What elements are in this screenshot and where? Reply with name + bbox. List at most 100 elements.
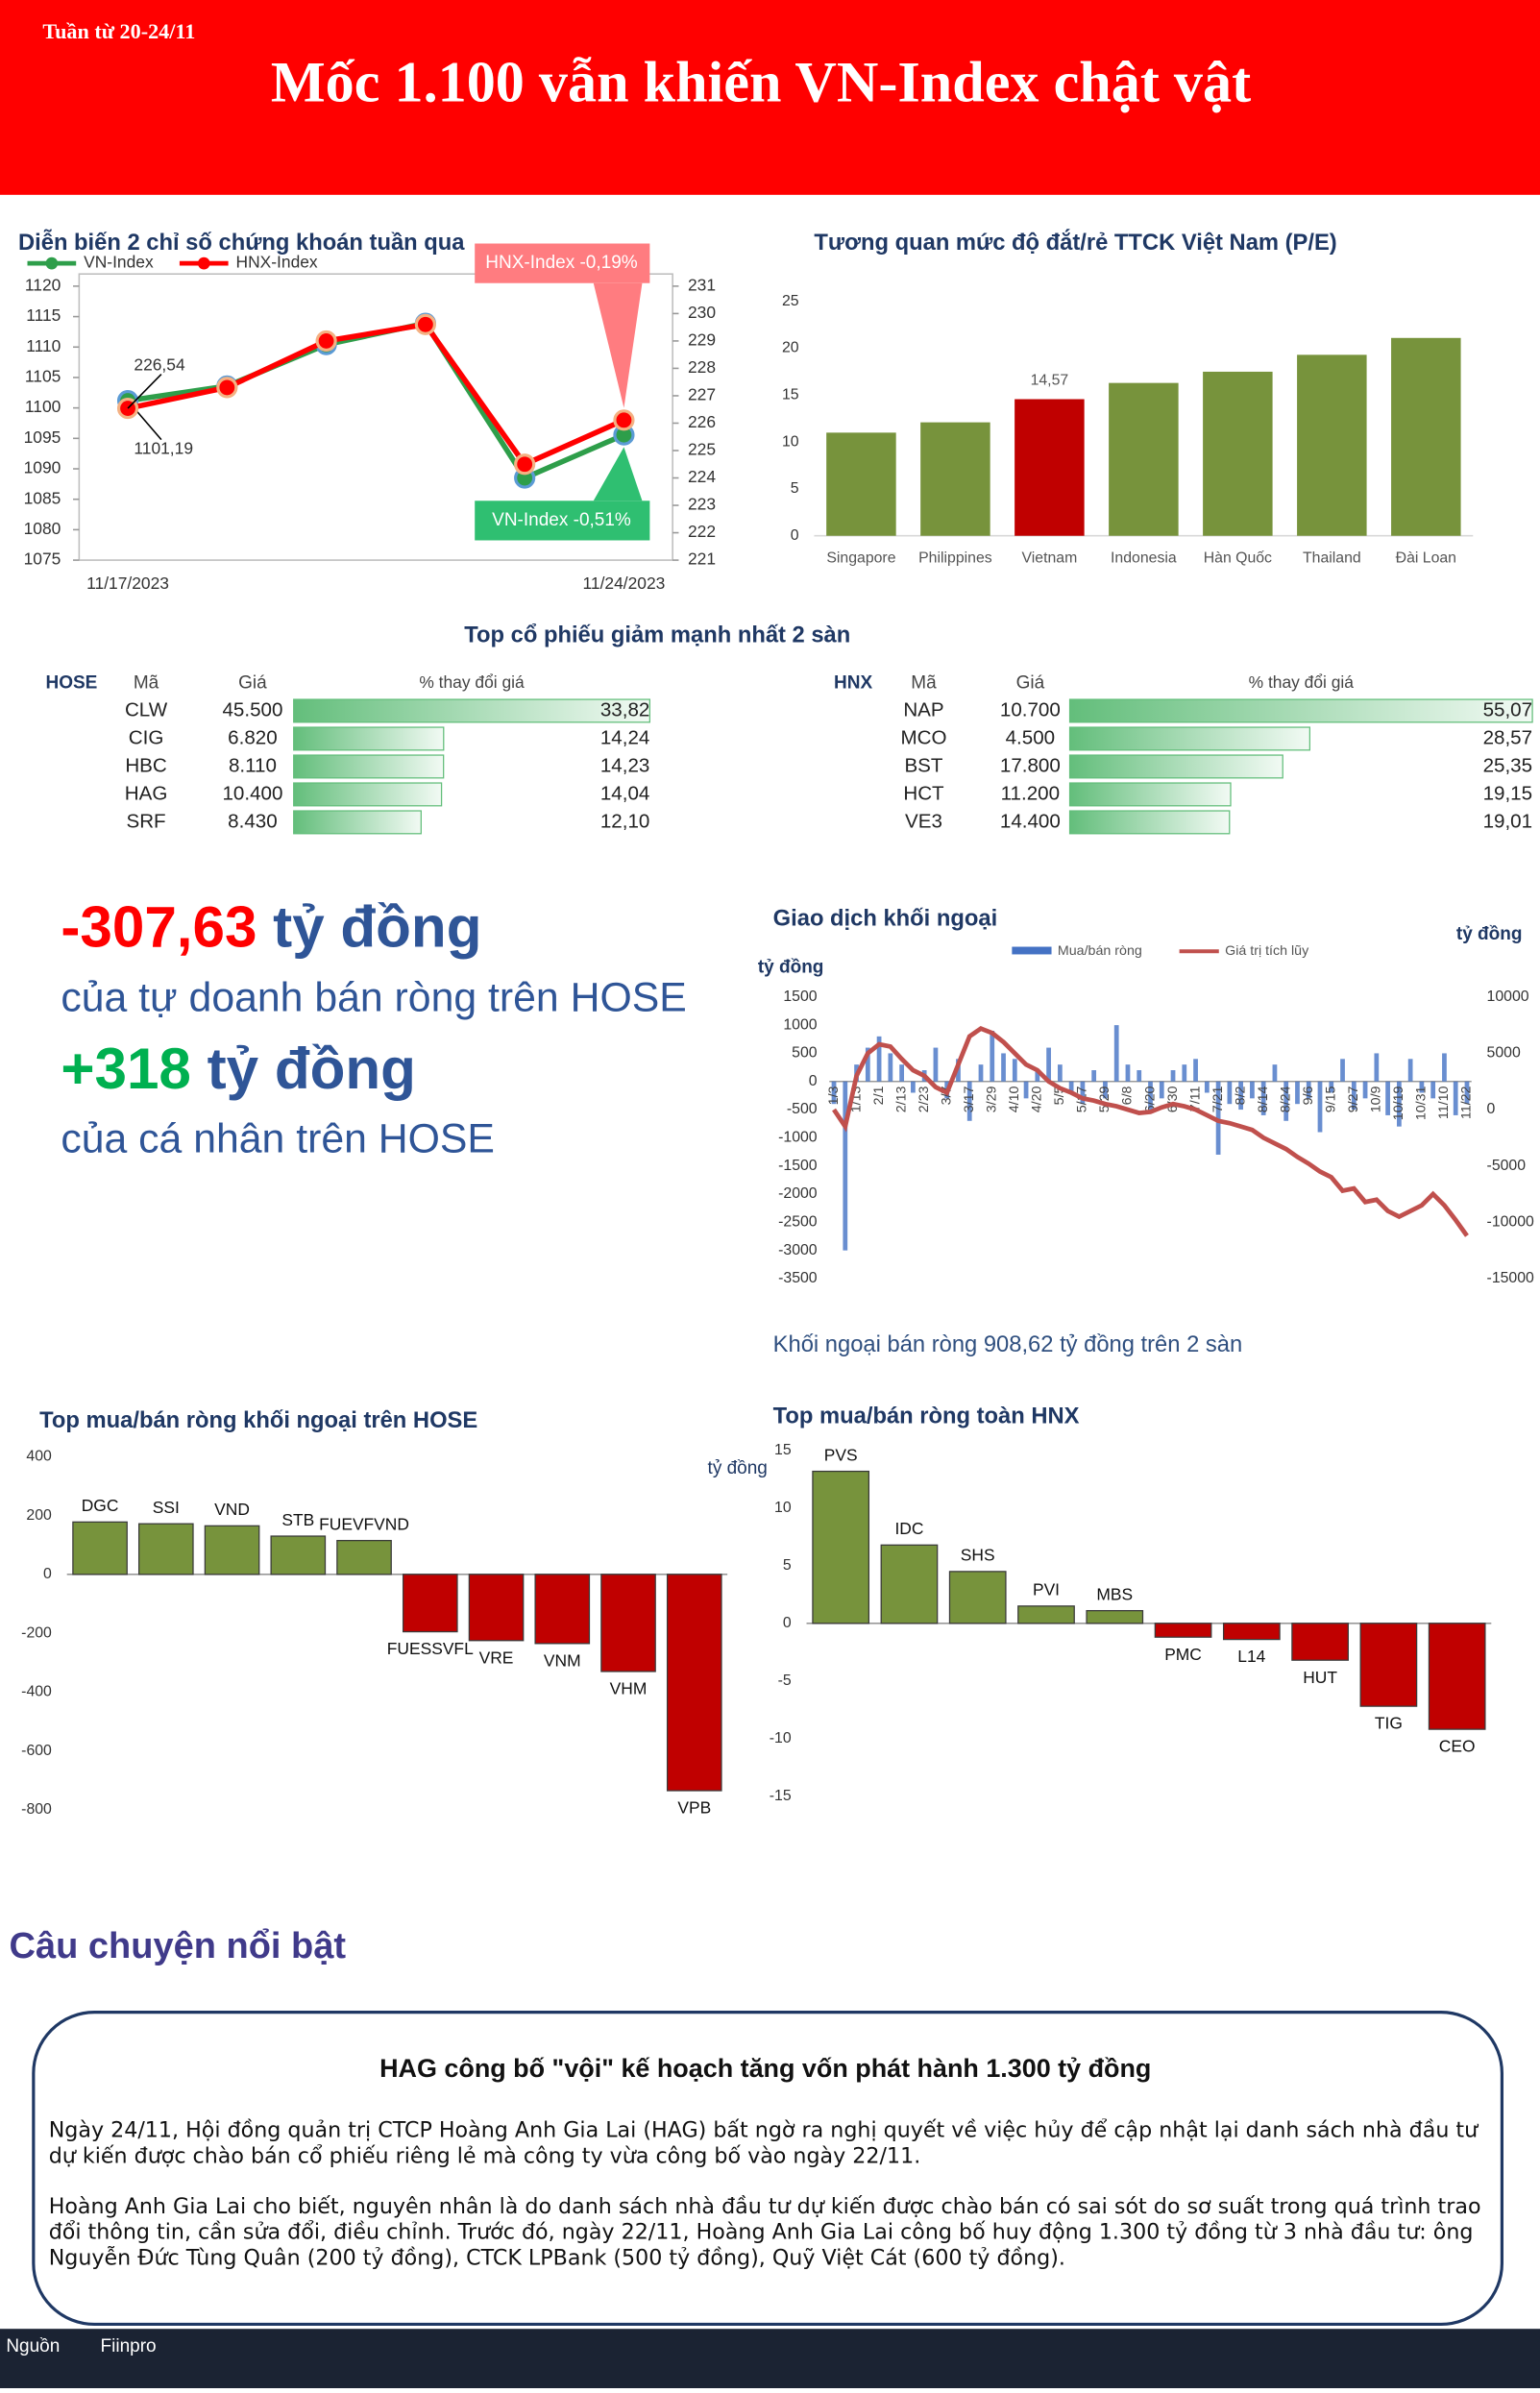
category-label: PMC [1164,1645,1202,1664]
bar [933,1047,939,1082]
y-tick-label: 200 [26,1507,52,1524]
bar [1340,1059,1345,1082]
y-tick-label: 0 [1487,1101,1496,1117]
bar [1113,1025,1119,1082]
stock-code: HAG [125,782,168,804]
x-tick-label: Philippines [918,550,992,567]
y-tick-label: 15 [774,1442,792,1458]
category-label: IDC [894,1519,923,1538]
y-tick-label: 227 [688,385,716,404]
x-tick-label: Hàn Quốc [1204,550,1272,567]
category-label: VND [214,1500,250,1519]
y-tick-label: -3000 [778,1242,818,1258]
y-tick-label: -1500 [778,1158,818,1174]
data-bar [1068,782,1232,807]
bar [1428,1623,1486,1730]
bar [1080,1081,1086,1105]
y-tick-label: 1075 [24,549,61,569]
header-band [0,0,1540,195]
bar [1046,1047,1051,1082]
x-tick-label: 1/3 [826,1086,842,1105]
bar [1260,1081,1266,1115]
x-tick-label: 2/13 [893,1086,909,1112]
bar [990,1030,995,1082]
bar [1430,1081,1436,1099]
headline: Mốc 1.100 vẫn khiến VN-Index chật vật [271,51,1251,115]
y-tick-label: 1000 [783,1016,817,1033]
y-tick-label: 1115 [26,305,61,325]
y-tick-label: 224 [688,467,716,486]
data-bar [1068,810,1231,835]
bar [1148,1081,1153,1111]
stock-code: NAP [903,698,943,720]
y-tick-label: 0 [791,527,799,544]
bar [1453,1081,1458,1115]
y-tick-label: -600 [21,1743,52,1759]
unit: tỷ đồng [257,895,481,960]
y-tick-label: 15 [782,387,799,403]
x-tick-label: 3/17 [962,1086,977,1112]
legend-marker [197,256,210,270]
y-tick-label: 228 [688,357,716,377]
bar [1023,1081,1029,1099]
bar [826,432,896,536]
exchange: HNX [834,672,872,693]
paragraph: Ngày 24/11, Hội đồng quản trị CTCP Hoàng… [48,2118,1479,2169]
category-label: FUEVFVND [319,1514,409,1533]
bar [1351,1081,1357,1111]
leader [127,374,162,409]
bar [1329,1081,1334,1093]
bar [1238,1081,1244,1111]
bar [1222,1623,1281,1641]
x-tick-label: Singapore [826,550,895,567]
bar [1001,1053,1006,1082]
y-tick-label: 226 [688,412,716,431]
y-tick-label: -15 [770,1788,792,1804]
change-label: 25,35 [1483,754,1532,776]
y-tick-label: -5 [778,1673,792,1689]
bar [1295,1081,1300,1105]
y-tick-label: 400 [26,1449,52,1465]
y-tick-label: -5000 [1487,1158,1527,1174]
bar [876,1036,882,1082]
x-tick-label: 7/21 [1210,1086,1226,1112]
story-text: Ngày 24/11, Hội đồng quản trị CTCP Hoàng… [49,2119,1487,2273]
bar [1359,1623,1418,1707]
chart-title: Diễn biến 2 chỉ số chứng khoán tuần qua [18,229,465,256]
paragraph: Hoàng Anh Gia Lai cho biết, nguyên nhân … [48,2194,1481,2271]
y-tick-label: 1120 [25,275,61,294]
stock-code: HBC [125,754,167,776]
section-title: Top cổ phiếu giảm mạnh nhất 2 sàn [464,623,850,648]
legend-label: VN-Index [84,253,154,272]
bar [1012,1059,1017,1082]
y-tick-label: 230 [688,303,716,322]
data-bar [1068,754,1283,779]
y-tick-label: 0 [783,1615,792,1631]
category-label: MBS [1096,1584,1133,1603]
change-label: 14,24 [600,726,649,748]
bar [1014,399,1085,536]
y-tick-label: -2500 [778,1213,818,1230]
bar [920,422,990,536]
y-tick-label: -800 [21,1801,52,1818]
bar [880,1544,939,1624]
col-header: Giá [238,672,267,693]
y-tick-label: 1085 [24,488,61,507]
data-bar [293,726,445,751]
stock-code: CIG [129,726,164,748]
y-tick-label: 25 [782,293,799,309]
y-tick-label: 221 [688,549,716,569]
stock-code: VE3 [905,810,942,832]
axis-label: tỷ đồng [1456,924,1523,944]
change-label: 55,07 [1483,698,1532,720]
x-tick-label: Thailand [1303,550,1361,567]
bar [1272,1064,1278,1082]
bar [534,1574,591,1645]
chart-note: Khối ngoại bán ròng 908,62 tỷ đồng trên … [773,1331,1243,1357]
y-tick-label: 229 [688,330,716,350]
bar [1215,1081,1221,1155]
highlight-figure: +318 tỷ đồng [61,1037,416,1101]
point [216,377,238,399]
bar [402,1574,458,1633]
